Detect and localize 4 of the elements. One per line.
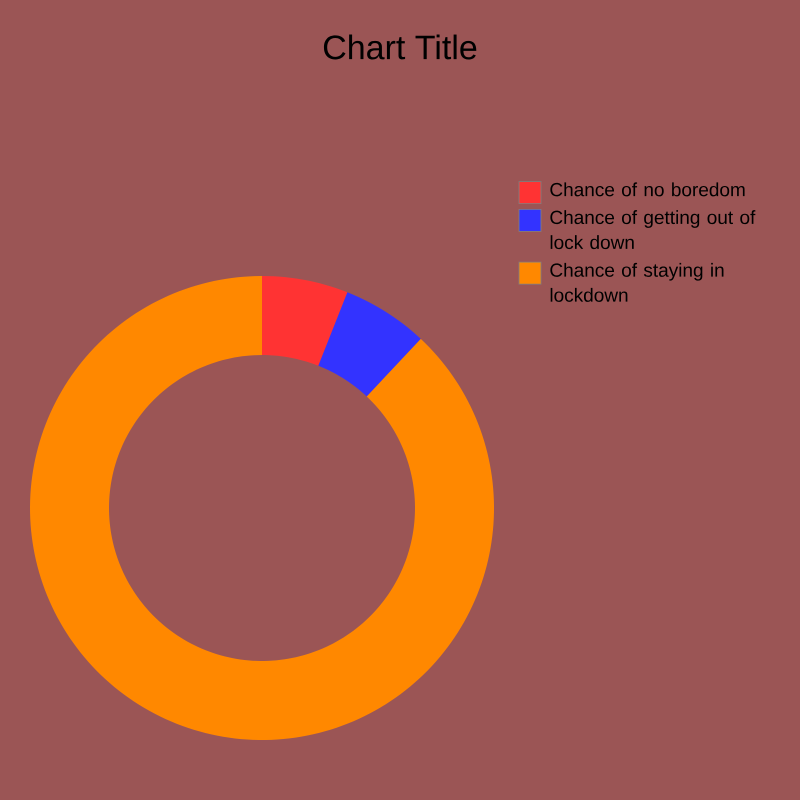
- legend-label: Chance of no boredom: [550, 182, 745, 196]
- chart-title: Chart Title: [324, 34, 476, 60]
- legend-label: Chance of getting out of lock down: [550, 210, 756, 250]
- legend-label: Chance of staying in lockdown: [550, 262, 724, 302]
